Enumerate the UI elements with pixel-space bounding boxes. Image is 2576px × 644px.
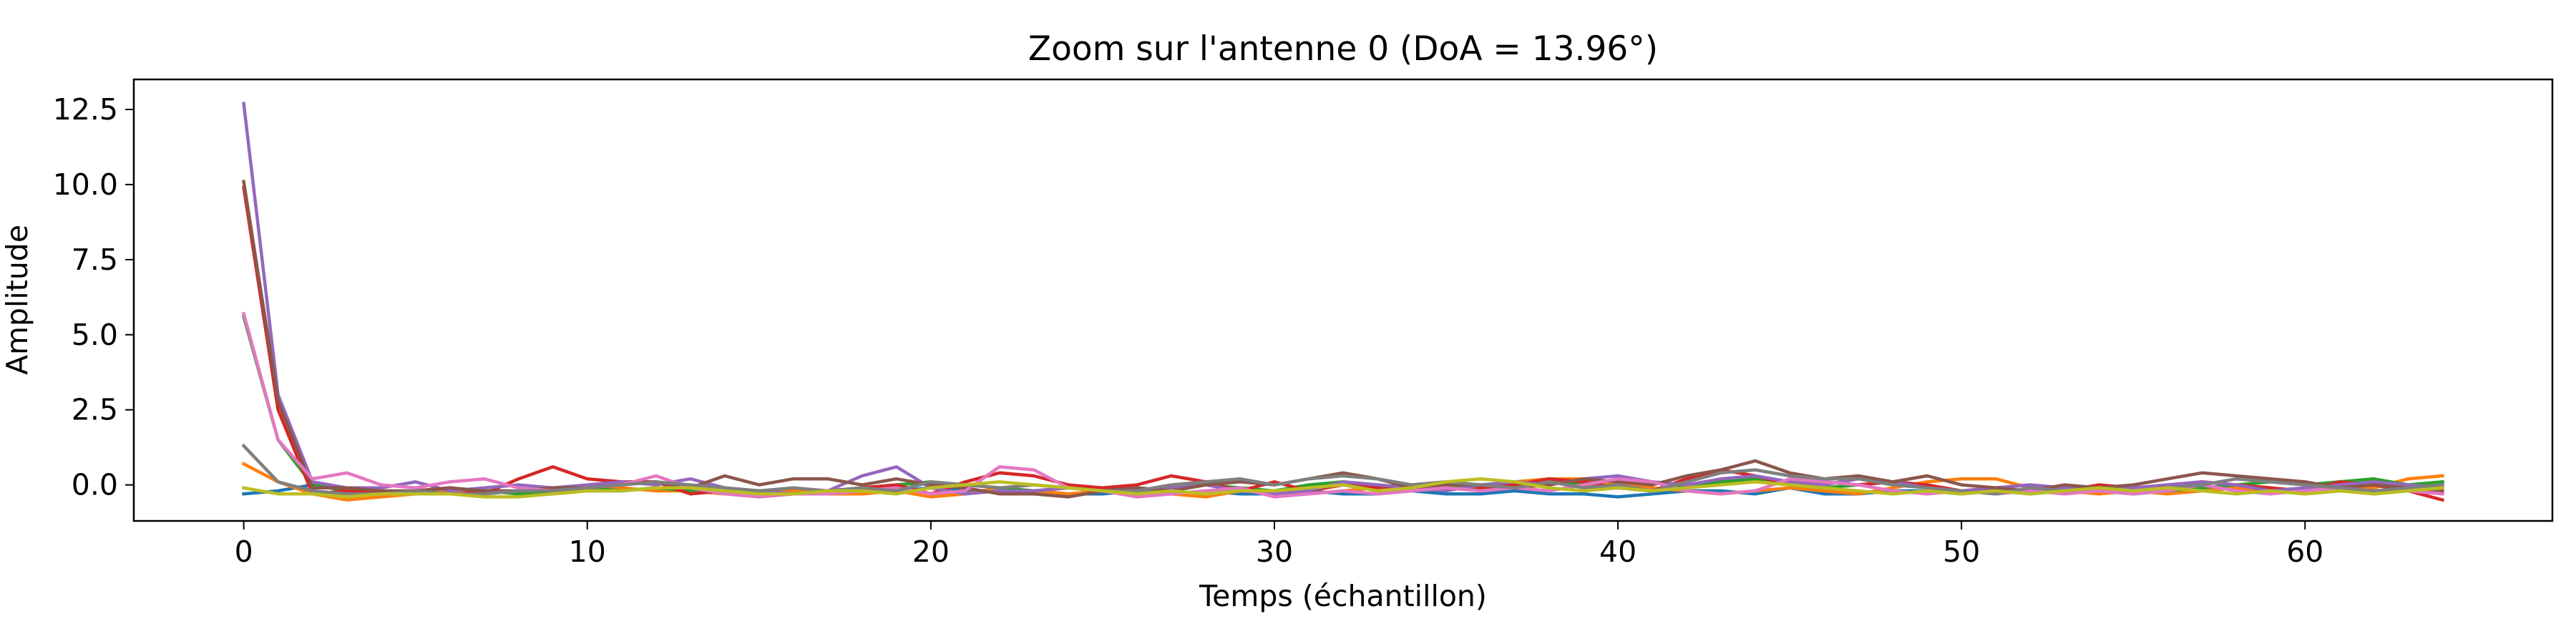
y-tick-label: 5.0 (72, 318, 118, 352)
x-tick-label: 30 (1256, 535, 1293, 569)
chart-title: Zoom sur l'antenne 0 (DoA = 13.96°) (1028, 29, 1658, 69)
x-tick-label: 20 (912, 535, 950, 569)
x-tick-label: 10 (569, 535, 606, 569)
x-tick-label: 50 (1943, 535, 1980, 569)
y-tick-label: 10.0 (53, 167, 118, 202)
plot-frame (132, 78, 2554, 522)
y-axis-label: Amplitude (0, 225, 34, 375)
x-tick-label: 0 (235, 535, 253, 569)
y-tick-label: 7.5 (72, 243, 118, 277)
y-tick-label: 12.5 (53, 92, 118, 127)
y-tick-label: 2.5 (72, 393, 118, 427)
x-axis: 0 10 20 30 40 50 60 (235, 521, 2323, 569)
x-tick-label: 60 (2286, 535, 2323, 569)
y-axis: 0.0 2.5 5.0 7.5 10.0 12.5 (53, 92, 134, 502)
x-axis-label: Temps (échantillon) (1199, 579, 1487, 613)
series-lines (241, 102, 2445, 502)
x-tick-label: 40 (1599, 535, 1636, 569)
series-line-8 (241, 477, 2444, 499)
y-tick-label: 0.0 (72, 468, 118, 502)
